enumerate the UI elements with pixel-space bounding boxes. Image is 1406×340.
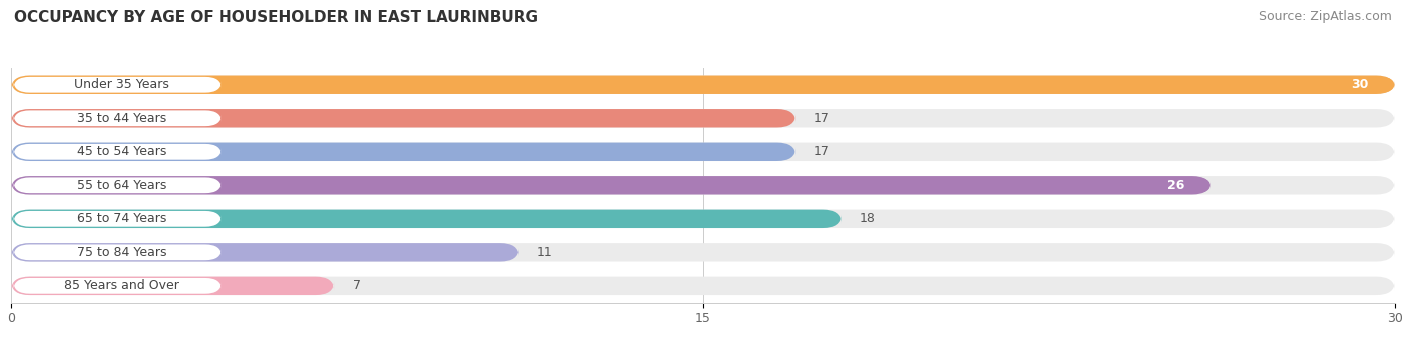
FancyBboxPatch shape	[1142, 177, 1211, 193]
Text: 65 to 74 Years: 65 to 74 Years	[77, 212, 167, 225]
Text: 7: 7	[353, 279, 360, 292]
FancyBboxPatch shape	[11, 209, 1395, 228]
Text: Source: ZipAtlas.com: Source: ZipAtlas.com	[1258, 10, 1392, 23]
FancyBboxPatch shape	[14, 177, 221, 193]
FancyBboxPatch shape	[14, 77, 221, 92]
FancyBboxPatch shape	[11, 277, 1395, 295]
FancyBboxPatch shape	[11, 243, 519, 261]
FancyBboxPatch shape	[14, 244, 221, 260]
Text: 17: 17	[814, 145, 830, 158]
Text: Under 35 Years: Under 35 Years	[75, 78, 169, 91]
Text: 18: 18	[860, 212, 876, 225]
Text: 55 to 64 Years: 55 to 64 Years	[77, 179, 167, 192]
Text: 75 to 84 Years: 75 to 84 Years	[77, 246, 167, 259]
Text: 45 to 54 Years: 45 to 54 Years	[77, 145, 167, 158]
Text: 30: 30	[1351, 78, 1369, 91]
FancyBboxPatch shape	[11, 109, 796, 128]
FancyBboxPatch shape	[11, 109, 1395, 128]
Text: 26: 26	[1167, 179, 1184, 192]
FancyBboxPatch shape	[11, 243, 1395, 261]
FancyBboxPatch shape	[11, 142, 796, 161]
FancyBboxPatch shape	[11, 277, 335, 295]
FancyBboxPatch shape	[14, 211, 221, 227]
FancyBboxPatch shape	[14, 278, 221, 294]
FancyBboxPatch shape	[11, 75, 1395, 94]
FancyBboxPatch shape	[11, 142, 1395, 161]
FancyBboxPatch shape	[11, 176, 1395, 194]
Text: 85 Years and Over: 85 Years and Over	[65, 279, 180, 292]
FancyBboxPatch shape	[11, 176, 1211, 194]
Text: 11: 11	[537, 246, 553, 259]
FancyBboxPatch shape	[14, 110, 221, 126]
FancyBboxPatch shape	[1326, 77, 1395, 92]
Text: OCCUPANCY BY AGE OF HOUSEHOLDER IN EAST LAURINBURG: OCCUPANCY BY AGE OF HOUSEHOLDER IN EAST …	[14, 10, 538, 25]
Text: 35 to 44 Years: 35 to 44 Years	[77, 112, 166, 125]
FancyBboxPatch shape	[11, 75, 1395, 94]
FancyBboxPatch shape	[11, 209, 841, 228]
Text: 17: 17	[814, 112, 830, 125]
FancyBboxPatch shape	[14, 144, 221, 160]
